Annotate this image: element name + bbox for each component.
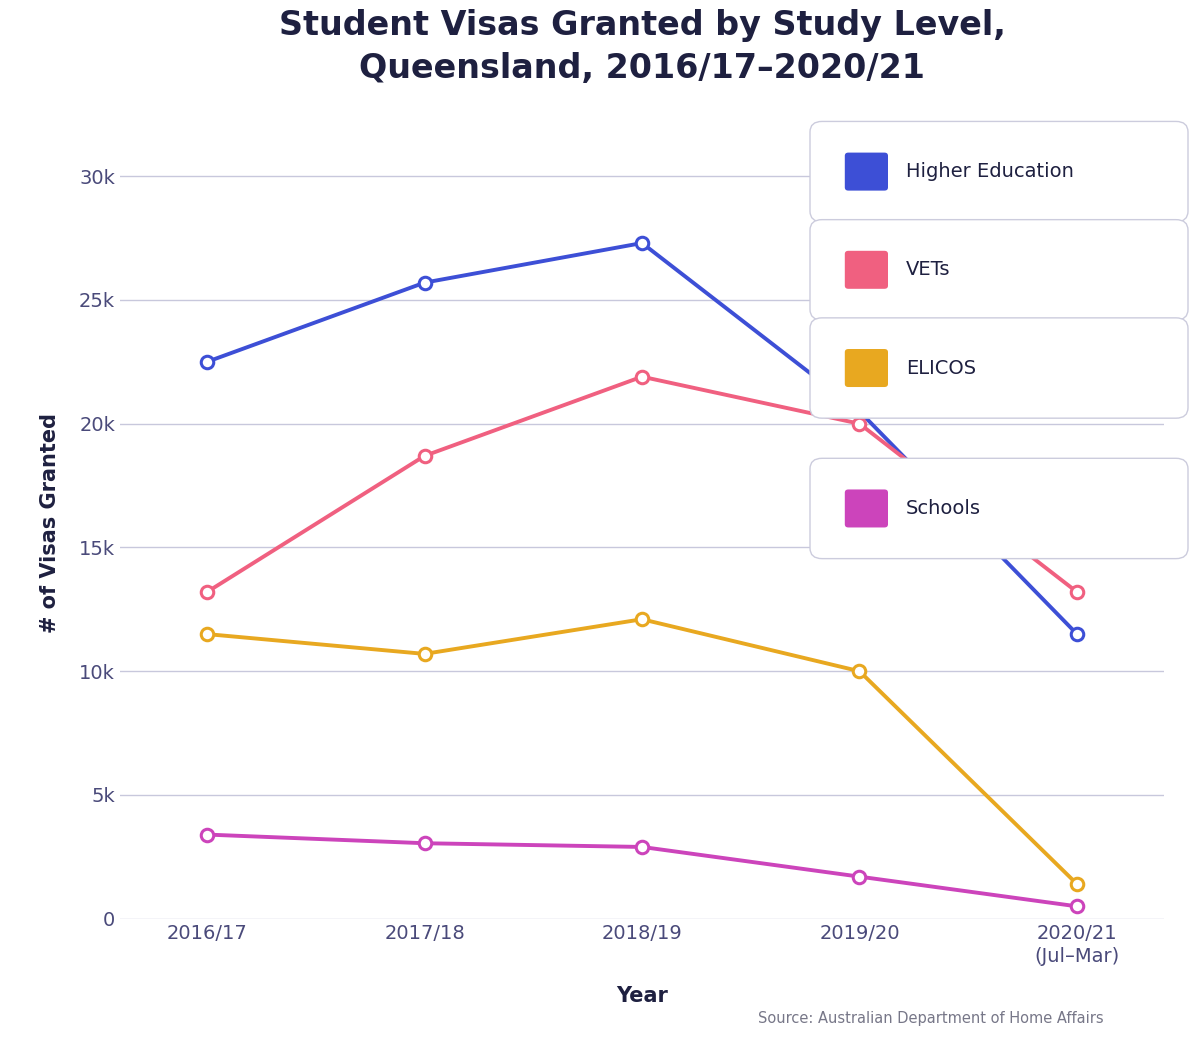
Text: Schools: Schools	[906, 499, 982, 517]
VETs	[1070, 586, 1085, 599]
Line: VETs: VETs	[200, 371, 1084, 599]
ELICOS	[1070, 878, 1085, 890]
Title: Student Visas Granted by Study Level,
Queensland, 2016/17–2020/21: Student Visas Granted by Study Level, Qu…	[278, 8, 1006, 86]
Y-axis label: # of Visas Granted: # of Visas Granted	[40, 413, 60, 633]
ELICOS	[635, 612, 649, 625]
Higher Education	[852, 406, 866, 418]
VETs	[852, 417, 866, 430]
Higher Education	[1070, 627, 1085, 640]
ELICOS	[418, 647, 432, 660]
Schools	[199, 828, 215, 841]
Text: Source: Australian Department of Home Affairs: Source: Australian Department of Home Af…	[758, 1012, 1104, 1026]
Schools	[852, 870, 866, 883]
Higher Education	[418, 277, 432, 289]
Schools	[635, 841, 649, 853]
Line: Higher Education: Higher Education	[200, 237, 1084, 640]
ELICOS	[852, 665, 866, 678]
Line: ELICOS: ELICOS	[200, 612, 1084, 890]
ELICOS	[199, 627, 215, 640]
Higher Education	[199, 356, 215, 369]
Text: Higher Education: Higher Education	[906, 163, 1074, 181]
VETs	[199, 586, 215, 599]
Text: ELICOS: ELICOS	[906, 359, 976, 377]
X-axis label: Year: Year	[616, 985, 668, 1005]
Schools	[1070, 900, 1085, 912]
Schools	[418, 837, 432, 850]
VETs	[418, 450, 432, 463]
VETs	[635, 371, 649, 383]
Text: VETs: VETs	[906, 261, 950, 279]
Higher Education	[635, 237, 649, 249]
Line: Schools: Schools	[200, 828, 1084, 912]
